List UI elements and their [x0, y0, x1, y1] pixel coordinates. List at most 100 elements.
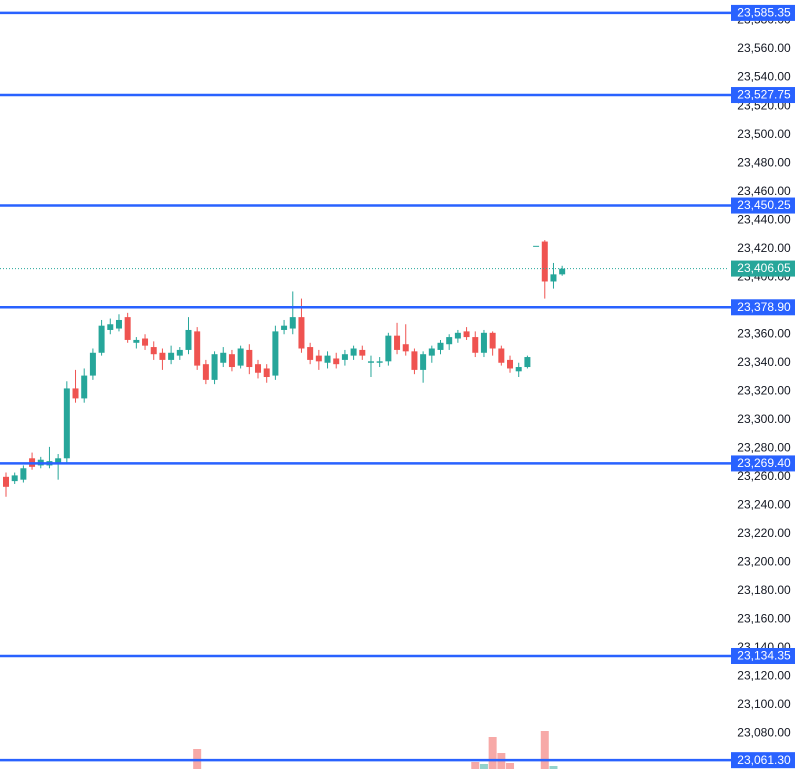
candle-body	[533, 245, 540, 247]
candle-body	[350, 348, 357, 356]
level-label: 23,527.75	[737, 88, 791, 102]
candle-body	[150, 347, 157, 355]
candle-body	[3, 476, 9, 487]
candle-body	[402, 344, 409, 352]
candle-body	[420, 354, 427, 370]
candle-body	[446, 337, 453, 345]
candle-body	[55, 458, 62, 463]
level-label: 23,450.25	[737, 198, 791, 212]
candle-body	[367, 361, 374, 363]
y-tick-label: 23,500.00	[737, 127, 791, 141]
y-tick-label: 23,460.00	[737, 184, 791, 198]
level-box	[731, 752, 795, 769]
y-tick-label: 23,160.00	[737, 612, 791, 626]
candle-body	[289, 317, 296, 329]
y-tick-label: 23,200.00	[737, 555, 791, 569]
candle-body	[385, 335, 392, 362]
level-box	[731, 197, 795, 214]
candle-body	[480, 332, 487, 353]
y-tick-label: 23,320.00	[737, 383, 791, 397]
candle-body	[124, 317, 131, 340]
y-tick-label: 23,360.00	[737, 326, 791, 340]
y-tick-label: 23,260.00	[737, 469, 791, 483]
candle-body	[324, 355, 331, 363]
y-tick-label: 23,100.00	[737, 697, 791, 711]
candle-body	[454, 332, 461, 339]
candle-body	[333, 358, 340, 365]
level-label: 23,378.90	[737, 300, 791, 314]
candle-body	[81, 375, 88, 399]
level-box	[731, 299, 795, 316]
candle-body	[133, 339, 140, 343]
last-price-label: 23,406.05	[737, 261, 791, 275]
candle-body	[20, 468, 27, 480]
candle-body	[437, 342, 444, 350]
candle-body	[107, 324, 114, 330]
candle-body	[176, 349, 183, 356]
volume-bar	[549, 766, 558, 769]
y-tick-label: 23,280.00	[737, 440, 791, 454]
level-box	[731, 647, 795, 664]
y-tick-label: 23,240.00	[737, 498, 791, 512]
candle-body	[394, 335, 401, 350]
candle-body	[281, 325, 288, 330]
candle-body	[246, 349, 253, 368]
candle-body	[255, 364, 262, 373]
y-tick-label: 23,540.00	[737, 70, 791, 84]
candle-body	[550, 274, 557, 282]
volume-bar	[540, 731, 549, 769]
volume-bar	[471, 762, 480, 769]
candle-body	[472, 337, 479, 353]
candle-body	[376, 361, 383, 363]
level-label: 23,269.40	[737, 456, 791, 470]
candle-body	[11, 475, 18, 482]
candle-body	[489, 332, 496, 349]
candle-body	[115, 319, 122, 329]
candle-body	[359, 349, 366, 356]
candle-body	[428, 348, 435, 356]
y-tick-label: 23,480.00	[737, 155, 791, 169]
candle-body	[515, 367, 522, 372]
candle-body	[307, 347, 314, 360]
level-label: 23,134.35	[737, 649, 791, 663]
level-label: 23,061.30	[737, 753, 791, 767]
level-box	[731, 87, 795, 104]
candle-body	[341, 354, 348, 360]
y-tick-label: 23,340.00	[737, 355, 791, 369]
candle-body	[194, 331, 201, 366]
candle-body	[98, 325, 105, 353]
candle-body	[263, 368, 270, 378]
candle-body	[168, 352, 175, 360]
candle-body	[559, 268, 566, 275]
candle-body	[298, 317, 305, 349]
y-tick-label: 23,440.00	[737, 212, 791, 226]
candle-body	[220, 352, 227, 363]
candle-body	[228, 354, 235, 368]
candle-body	[498, 348, 505, 363]
y-tick-label: 23,080.00	[737, 726, 791, 740]
candle-body	[411, 351, 418, 370]
candle-body	[142, 338, 149, 346]
candle-body	[89, 352, 96, 376]
candle-body	[237, 348, 244, 366]
level-box	[731, 455, 795, 472]
candle-body	[541, 241, 548, 282]
candle-body	[72, 388, 79, 399]
candle-body	[315, 355, 322, 362]
candle-body	[202, 364, 209, 380]
candle-body	[507, 359, 514, 369]
y-tick-label: 23,300.00	[737, 412, 791, 426]
y-tick-label: 23,180.00	[737, 583, 791, 597]
y-tick-label: 23,220.00	[737, 526, 791, 540]
volume-bar	[479, 764, 488, 769]
level-label: 23,585.35	[737, 6, 791, 20]
candle-body	[524, 357, 531, 368]
y-tick-label: 23,120.00	[737, 669, 791, 683]
candle-body	[185, 329, 192, 350]
candle-body	[63, 388, 70, 459]
volume-bar	[506, 763, 515, 769]
candle-body	[463, 331, 470, 338]
candle-body	[272, 331, 279, 376]
volume-bar	[488, 737, 497, 769]
